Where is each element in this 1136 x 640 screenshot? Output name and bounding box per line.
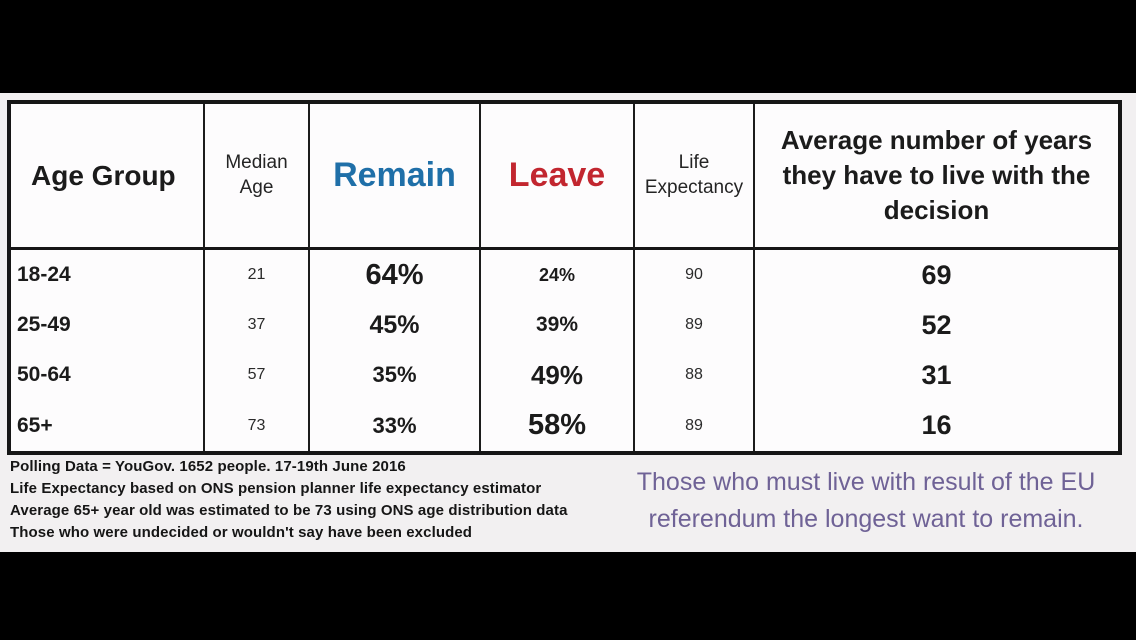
cell-median-age: 73 bbox=[205, 400, 310, 451]
cell-remain: 35% bbox=[310, 350, 481, 400]
header-median-age: Median Age bbox=[205, 104, 310, 250]
cell-leave: 39% bbox=[481, 300, 635, 350]
header-life-expectancy: Life Expectancy bbox=[635, 104, 755, 250]
footnotes: Polling Data = YouGov. 1652 people. 17-1… bbox=[10, 456, 585, 544]
polling-table: Age Group Median Age Remain Leave Life E… bbox=[7, 100, 1122, 455]
content-panel: Age Group Median Age Remain Leave Life E… bbox=[0, 93, 1136, 552]
header-leave: Leave bbox=[481, 104, 635, 250]
cell-remain: 64% bbox=[310, 250, 481, 300]
cell-age-group: 65+ bbox=[11, 400, 205, 451]
cell-life-expectancy: 90 bbox=[635, 250, 755, 300]
cell-remain: 45% bbox=[310, 300, 481, 350]
footnote-life-expectancy: Life Expectancy based on ONS pension pla… bbox=[10, 480, 542, 497]
cell-life-expectancy: 88 bbox=[635, 350, 755, 400]
cell-median-age: 21 bbox=[205, 250, 310, 300]
footnote-undecided: Those who were undecided or wouldn't say… bbox=[10, 524, 473, 541]
cell-avg-years: 16 bbox=[921, 410, 952, 440]
footnote-average-age: Average 65+ year old was estimated to be… bbox=[10, 502, 568, 519]
cell-age-group: 50-64 bbox=[11, 350, 205, 400]
header-remain: Remain bbox=[310, 104, 481, 250]
cell-leave: 49% bbox=[481, 350, 635, 400]
header-age-group: Age Group bbox=[11, 104, 205, 250]
cell-life-expectancy: 89 bbox=[635, 300, 755, 350]
cell-avg-years: 52 bbox=[921, 309, 952, 340]
cell-age-group: 18-24 bbox=[11, 250, 205, 300]
footnote-source: Polling Data = YouGov. 1652 people. 17-1… bbox=[10, 458, 406, 475]
cell-leave: 58% bbox=[481, 400, 635, 451]
cell-life-expectancy: 89 bbox=[635, 400, 755, 451]
cell-median-age: 37 bbox=[205, 300, 310, 350]
cell-leave: 24% bbox=[481, 250, 635, 300]
cell-age-group: 25-49 bbox=[11, 300, 205, 350]
cell-avg-years: 69 bbox=[921, 259, 952, 290]
cell-avg-years: 31 bbox=[921, 359, 952, 390]
cell-remain: 33% bbox=[310, 400, 481, 451]
caption-text: Those who must live with result of the E… bbox=[636, 468, 1096, 533]
header-avg-years: Average number of years they have to liv… bbox=[755, 104, 1118, 250]
cell-median-age: 57 bbox=[205, 350, 310, 400]
